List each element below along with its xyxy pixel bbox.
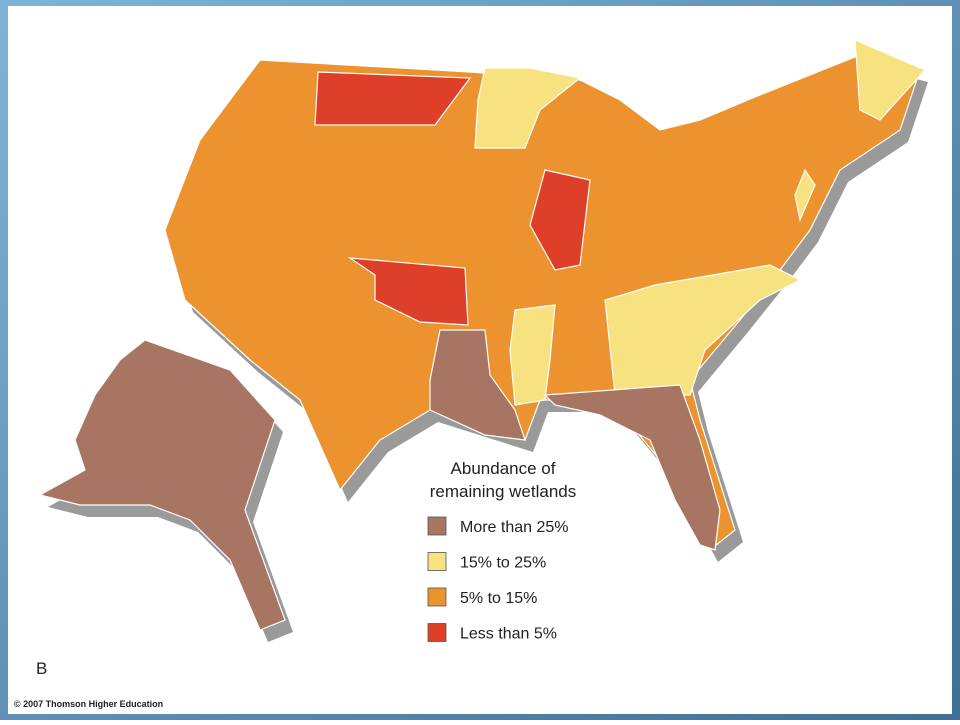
legend-swatch [427,552,447,571]
caption: B [36,659,47,678]
legend: Abundance of remaining wetlands More tha… [427,459,576,643]
legend-swatch [427,516,447,536]
legend-swatch [427,623,447,642]
region [543,384,721,551]
region [474,67,582,149]
region [529,169,591,271]
legend-label: More than 25% [460,519,569,536]
region [509,304,556,406]
legend-label: 15% to 25% [460,555,546,572]
region [794,168,816,223]
legend-swatch [427,587,447,607]
region [854,39,927,121]
legend-title: remaining wetlands [430,482,576,501]
region [347,257,469,326]
legend-label: Less than 5% [460,626,557,643]
legend-title: Abundance of [451,459,556,478]
region [38,339,286,631]
region [314,71,472,126]
region [429,329,526,441]
copyright: © 2007 Thomson Higher Education [14,699,163,709]
legend-label: 5% to 15% [460,590,537,607]
region [604,264,802,396]
map [38,39,928,642]
